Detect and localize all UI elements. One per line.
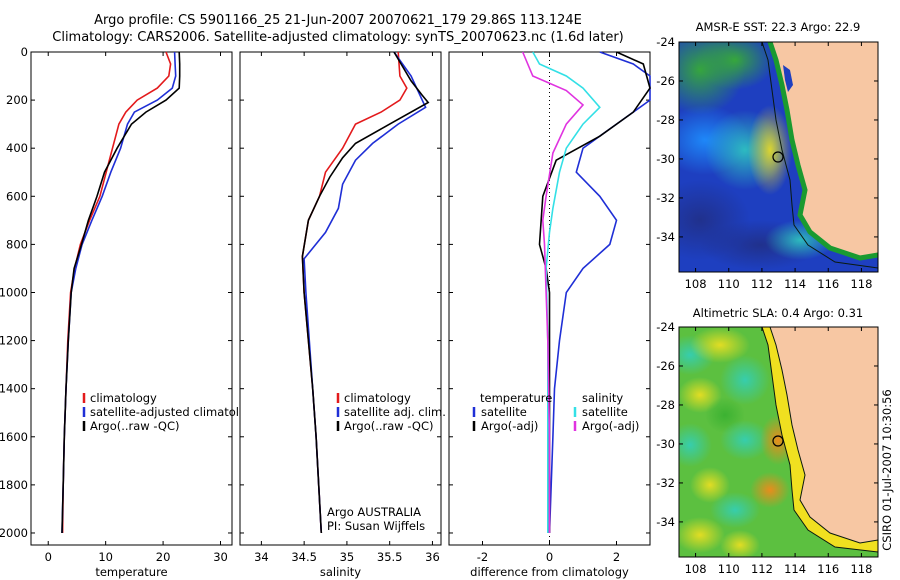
- legend-label: satellite-adjusted climatology: [90, 405, 260, 419]
- difference-xtick-label: 0: [546, 550, 553, 564]
- difference-series-3: [521, 51, 585, 533]
- sla-map-axes: 108 110 112 114 116 118 -24 -26 -28 -30 -32 -34: [656, 320, 878, 576]
- legend-header-temperature: temperature: [480, 391, 552, 405]
- difference-xtick-label: 2: [613, 550, 620, 564]
- sla-map-ytick-label: -30: [656, 437, 675, 451]
- legend-label: climatology: [344, 391, 411, 405]
- salinity-xtick-label: 34: [254, 550, 269, 564]
- sst-map-ytick-label: -24: [656, 35, 675, 49]
- legend-label: climatology: [90, 391, 157, 405]
- sst-map-ytick-label: -28: [656, 113, 675, 127]
- sla-map-ytick-label: -24: [656, 320, 675, 334]
- sla-map-ytick-label: -28: [656, 398, 675, 412]
- legend-label: Argo(-adj): [481, 419, 538, 433]
- temperature-ytick-label: 1200: [0, 334, 28, 348]
- temperature-ytick-label: 200: [6, 93, 28, 107]
- temperature-series-2: [61, 51, 181, 534]
- temperature-axes-frame: [30, 51, 233, 546]
- salinity-xlabel: salinity: [320, 565, 361, 579]
- sst-map-axes: 108 110 112 114 116 118 -24 -26 -28 -30 -32 -34: [656, 35, 878, 291]
- sst-map-field: [679, 42, 878, 272]
- temperature-panel: 0 10 20 30 0 200 400 600 800 1000 1200 1400 1600 1800…: [0, 45, 260, 579]
- difference-series-0: [548, 51, 651, 534]
- salinity-series-2: [301, 51, 430, 534]
- sla-map-ytick-label: -34: [656, 515, 675, 529]
- difference-xtick-label: -2: [477, 550, 488, 564]
- salinity-xtick-label: 35: [340, 550, 355, 564]
- sst-map-ytick-label: -30: [656, 152, 675, 166]
- sst-map-ytick-label: -34: [656, 230, 675, 244]
- difference-series-1: [538, 51, 651, 533]
- difference-xlabel: difference from climatology: [470, 565, 629, 579]
- sla-map-xtick-label: 116: [817, 562, 839, 576]
- legend-label: satellite: [582, 405, 628, 419]
- salinity-xtick-label: 36: [425, 550, 440, 564]
- temperature-xtick-label: 30: [213, 550, 228, 564]
- salinity-xtick-label: 35.5: [377, 550, 403, 564]
- sla-map-xtick-label: 114: [784, 562, 806, 576]
- sla-argo-marker: [772, 435, 784, 447]
- temperature-ytick-label: 0: [21, 45, 28, 59]
- sst-map-ytick-label: -32: [656, 191, 675, 205]
- sst-map-xtick-label: 108: [685, 277, 707, 291]
- salinity-xtick-label: 34.5: [291, 550, 317, 564]
- sla-map-title: Altimetric SLA: 0.4 Argo: 0.31: [693, 306, 863, 320]
- salinity-panel: 34 34.5 35 35.5 36 salinity climatologysatelli…: [239, 51, 446, 579]
- temperature-xtick-label: 10: [98, 550, 113, 564]
- sst-map-xtick-label: 112: [751, 277, 773, 291]
- sla-map-xtick-label: 108: [685, 562, 707, 576]
- sst-map-xtick-label: 114: [784, 277, 806, 291]
- temperature-ytick-label: 1600: [0, 430, 28, 444]
- sla-map-field: [679, 327, 878, 557]
- sla-map-ytick-label: -32: [656, 476, 675, 490]
- temperature-xlabel: temperature: [95, 565, 167, 579]
- temperature-ytick-label: 2000: [0, 526, 28, 540]
- sla-map-xtick-label: 110: [718, 562, 740, 576]
- legend-header-salinity: salinity: [582, 391, 623, 405]
- salinity-axes-frame: [239, 51, 442, 546]
- argo-australia-label: Argo AUSTRALIA: [327, 505, 421, 519]
- sla-map-ytick-label: -26: [656, 359, 675, 373]
- legend-label: Argo(..raw -QC): [90, 419, 180, 433]
- sst-map-xtick-label: 116: [817, 277, 839, 291]
- legend-label: Argo(..raw -QC): [344, 419, 434, 433]
- sla-map-xtick-label: 112: [751, 562, 773, 576]
- figure-title-line2: Climatology: CARS2006. Satellite-adjuste…: [52, 30, 624, 45]
- sla-map-xtick-label: 118: [850, 562, 872, 576]
- temperature-xtick-label: 20: [156, 550, 171, 564]
- temperature-ytick-label: 1400: [0, 382, 28, 396]
- legend-label: satellite adj. clim.: [344, 405, 446, 419]
- legend-label: Argo(-adj): [582, 419, 639, 433]
- credit-label: CSIRO 01-Jul-2007 10:30:56: [880, 389, 894, 550]
- sst-argo-marker: [772, 151, 784, 163]
- temperature-ytick-label: 1800: [0, 478, 28, 492]
- figure-title-line1: Argo profile: CS 5901166_25 21-Jun-2007 …: [94, 13, 582, 28]
- temperature-ytick-label: 800: [6, 237, 28, 251]
- sst-map-xtick-label: 118: [850, 277, 872, 291]
- argo-pi-label: PI: Susan Wijffels: [327, 519, 425, 533]
- temperature-ytick-label: 400: [6, 141, 28, 155]
- temperature-ytick-label: 1000: [0, 285, 28, 299]
- sst-map-panel: AMSR-E SST: 22.3 Argo: 22.9 108 110 112 114…: [656, 20, 879, 291]
- temperature-ytick-label: 600: [6, 189, 28, 203]
- sst-map-title: AMSR-E SST: 22.3 Argo: 22.9: [696, 20, 861, 34]
- legend-label: satellite: [481, 405, 527, 419]
- sla-map-panel: Altimetric SLA: 0.4 Argo: 0.31 108 110 112…: [656, 306, 879, 576]
- sst-map-xtick-label: 110: [718, 277, 740, 291]
- sst-map-ytick-label: -26: [656, 74, 675, 88]
- temperature-xtick-label: 0: [45, 550, 52, 564]
